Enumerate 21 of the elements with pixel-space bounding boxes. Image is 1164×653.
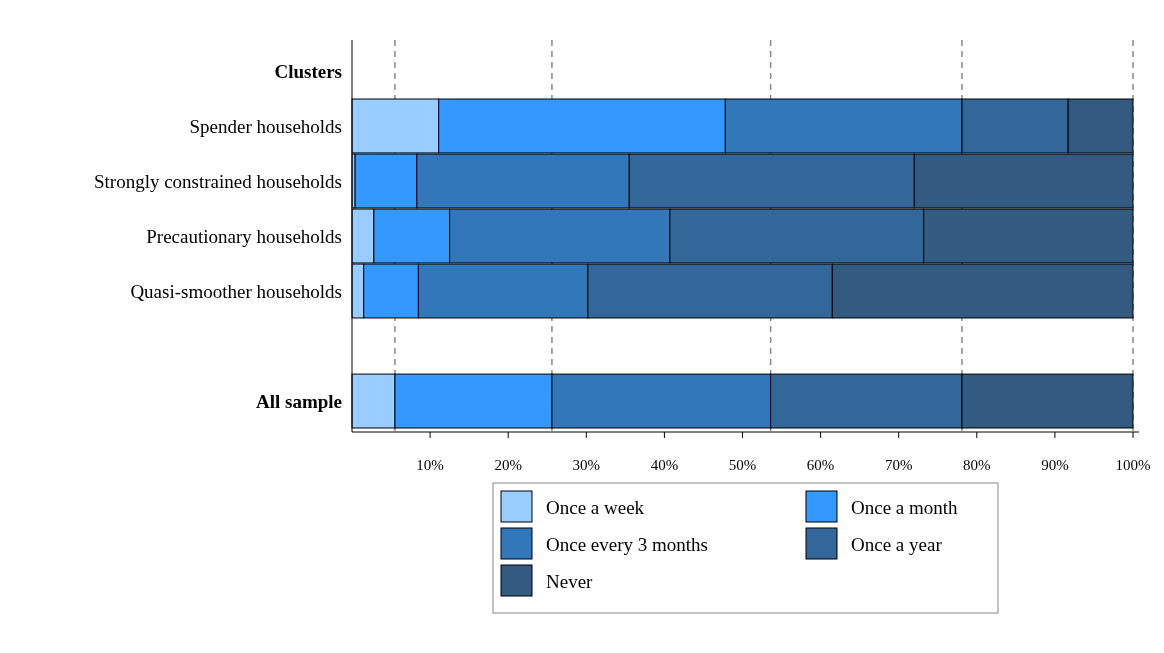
x-tick-label: 10% — [416, 457, 444, 473]
y-tick-label: All sample — [255, 390, 342, 412]
x-tick-label: 40% — [650, 457, 679, 473]
x-tick-label: 80% — [963, 457, 991, 473]
y-tick-label: Strongly constrained households — [93, 170, 342, 192]
x-tick-label: 30% — [572, 457, 601, 473]
x-tick-label: 20% — [494, 457, 522, 473]
x-tick-label: 50% — [728, 457, 757, 473]
legend-label: Never — [546, 570, 594, 592]
legend-label: Once a month — [851, 496, 959, 518]
x-tick-label: 60% — [806, 457, 835, 473]
y-tick-label: Quasi-smoother households — [130, 280, 342, 302]
x-tick-label: 90% — [1041, 457, 1069, 473]
legend-label: Once a week — [546, 496, 645, 518]
y-tick-label: Clusters — [274, 60, 342, 82]
legend-label: Once every 3 months — [546, 533, 708, 555]
y-tick-label: Precautionary households — [146, 225, 342, 247]
x-tick-label: 70% — [884, 457, 913, 473]
x-tick-label: 100% — [1115, 457, 1151, 473]
y-tick-label: Spender households — [189, 115, 342, 137]
legend-label: Once a year — [851, 533, 943, 555]
